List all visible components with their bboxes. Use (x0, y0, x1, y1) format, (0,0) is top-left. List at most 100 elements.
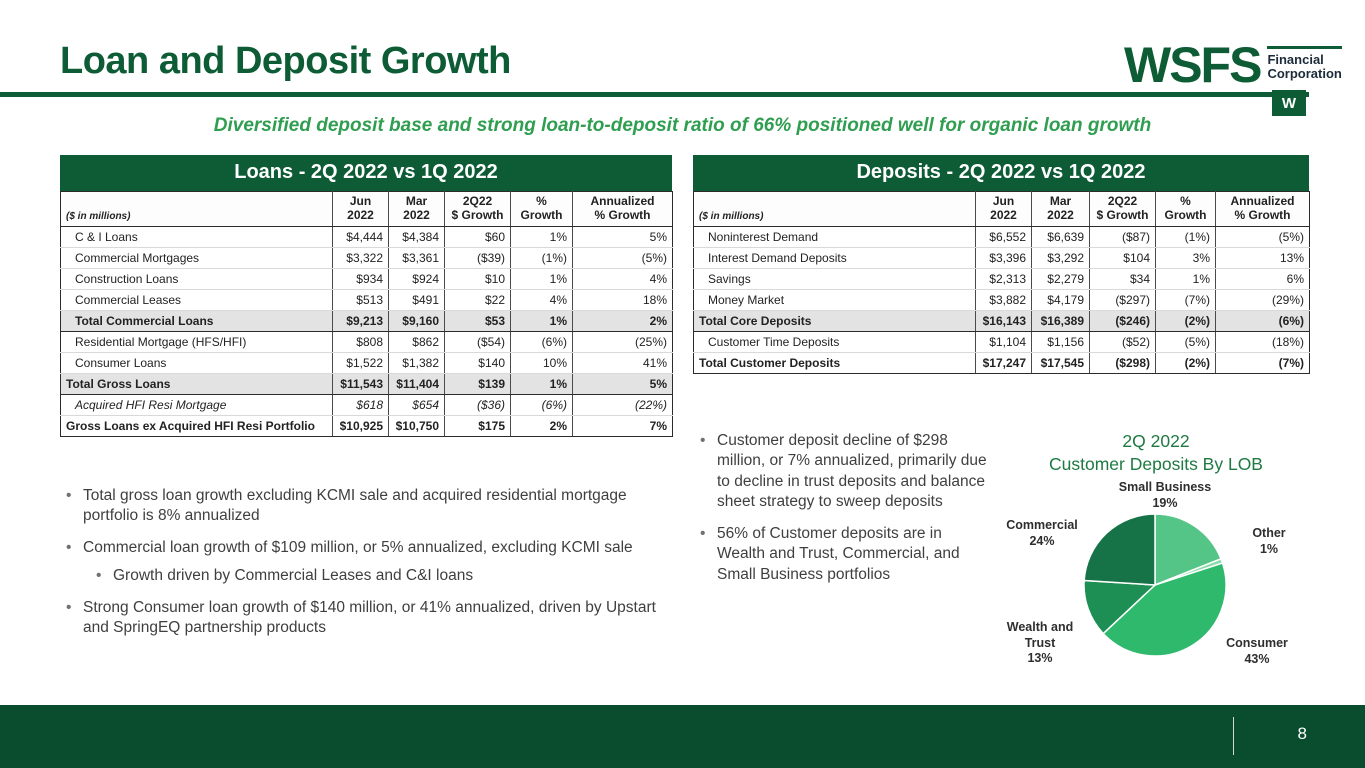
cell-value: (1%) (510, 247, 573, 269)
cell-value: 1% (510, 309, 573, 332)
bullet-text: Customer deposit decline of $298 million… (717, 432, 987, 511)
cell-value: $618 (332, 394, 389, 416)
cell-value: $140 (444, 352, 511, 374)
cell-value: 4% (510, 289, 573, 311)
cell-value: ($87) (1089, 226, 1156, 248)
row-label: Total Commercial Loans (60, 309, 333, 332)
bullet-marker: • (66, 487, 72, 504)
title-divider (0, 92, 1309, 97)
row-label: Savings (693, 268, 976, 290)
cell-value: $11,543 (332, 372, 389, 395)
logo-text-financial: Financial (1267, 52, 1324, 67)
cell-value: $2,279 (1031, 268, 1090, 290)
column-header: 2Q22 $ Growth (444, 191, 511, 227)
cell-value: $4,179 (1031, 289, 1090, 311)
loans-table-section: Loans - 2Q 2022 vs 1Q 2022 ($ in million… (60, 155, 673, 437)
cell-value: $491 (388, 289, 445, 311)
row-label: Consumer Loans (60, 352, 333, 374)
bullet-item: • Total gross loan growth excluding KCMI … (66, 486, 666, 527)
cell-value: (6%) (510, 394, 573, 416)
cell-value: ($39) (444, 247, 511, 269)
cell-value: (7%) (1215, 351, 1310, 374)
pie-slice-wealth-and-trust (1083, 579, 1156, 635)
loans-table: ($ in millions) Jun 2022 Mar 2022 2Q22 $ Growt… (60, 191, 673, 437)
logo-wordmark: WSFS (1124, 37, 1262, 93)
cell-value: $11,404 (388, 372, 445, 395)
row-label: Customer Time Deposits (693, 331, 976, 353)
cell-value: ($246) (1089, 309, 1156, 332)
logo-text-corporation: Corporation (1267, 66, 1342, 82)
table-row: Construction Loans $934 $924 $10 1% 4% (60, 268, 673, 290)
cell-value: $808 (332, 331, 389, 353)
cell-value: (18%) (1215, 331, 1310, 353)
cell-value: $513 (332, 289, 389, 311)
pie-label-wealth-and-trust: Wealth and Trust 13% (1002, 620, 1078, 667)
pie-label-consumer: Consumer 43% (1216, 636, 1298, 667)
cell-value: 1% (1155, 268, 1216, 290)
row-label: Noninterest Demand (693, 226, 976, 248)
cell-value: $53 (444, 309, 511, 332)
column-header: Mar 2022 (1031, 191, 1090, 227)
bullet-text: Growth driven by Commercial Leases and C… (113, 567, 474, 585)
cell-value: $17,247 (975, 351, 1032, 374)
column-header: Jun 2022 (332, 191, 389, 227)
table-row: Gross Loans ex Acquired HFI Resi Portfol… (60, 414, 673, 437)
cell-value: $9,160 (388, 309, 445, 332)
bullet-item: • Customer deposit decline of $298 millio… (700, 431, 992, 513)
cell-value: (7%) (1155, 289, 1216, 311)
column-header: % Growth (510, 191, 573, 227)
table-row: Consumer Loans $1,522 $1,382 $140 10% 41% (60, 352, 673, 374)
logo-w-mark: W (1272, 90, 1306, 116)
loans-table-title: Loans - 2Q 2022 vs 1Q 2022 (60, 155, 672, 191)
row-label: Gross Loans ex Acquired HFI Resi Portfol… (60, 414, 333, 437)
table-row: Interest Demand Deposits $3,396 $3,292 $104… (693, 247, 1310, 269)
row-label: Residential Mortgage (HFS/HFI) (60, 331, 333, 353)
table-row: Customer Time Deposits $1,104 $1,156 ($52)(… (693, 331, 1310, 353)
table-row: Total Commercial Loans $9,213 $9,160 $53 1% 2… (60, 309, 673, 332)
pie-slice-consumer (1102, 562, 1227, 657)
pie-label-value: 19% (1152, 495, 1178, 510)
cell-value: $139 (444, 372, 511, 395)
cell-value: (6%) (1215, 309, 1310, 332)
cell-value: $654 (388, 394, 445, 416)
cell-value: $1,382 (388, 352, 445, 374)
pie-label-other: Other 1% (1238, 526, 1300, 557)
bullet-text: Strong Consumer loan growth of $140 mill… (83, 598, 656, 637)
cell-value: 4% (572, 268, 673, 290)
unit-note: ($ in millions) (60, 191, 333, 227)
cell-value: 1% (510, 226, 573, 248)
page-title: Loan and Deposit Growth (60, 40, 511, 82)
cell-value: $175 (444, 414, 511, 437)
cell-value: $3,292 (1031, 247, 1090, 269)
cell-value: $34 (1089, 268, 1156, 290)
row-label: Interest Demand Deposits (693, 247, 976, 269)
cell-value: $22 (444, 289, 511, 311)
column-header: % Growth (1155, 191, 1216, 227)
column-header: Annualized% Growth (572, 191, 673, 227)
cell-value: $2,313 (975, 268, 1032, 290)
cell-value: 18% (572, 289, 673, 311)
header-row: ($ in millions) Jun 2022 Mar 2022 2Q22 $ Growt… (693, 191, 1310, 227)
bullet-marker: • (700, 524, 706, 542)
deposit-highlights: • Customer deposit decline of $298 millio… (700, 431, 992, 596)
chart-subtitle: Customer Deposits By LOB (1049, 453, 1263, 474)
cell-value: ($36) (444, 394, 511, 416)
cell-value: 41% (572, 352, 673, 374)
cell-value: (5%) (1215, 226, 1310, 248)
pie-label-text: Wealth and Trust (1006, 620, 1074, 650)
row-label: Acquired HFI Resi Mortgage (60, 394, 333, 416)
cell-value: $6,552 (975, 226, 1032, 248)
cell-value: $104 (1089, 247, 1156, 269)
cell-value: ($297) (1089, 289, 1156, 311)
footer-bar: 8 (0, 705, 1365, 768)
pie-slice-commercial (1083, 513, 1156, 586)
cell-value: 2% (510, 414, 573, 437)
cell-value: $3,396 (975, 247, 1032, 269)
chart-title-block: 2Q 2022 Customer Deposits By LOB (1000, 430, 1312, 476)
cell-value: 1% (510, 372, 573, 395)
table-row: Acquired HFI Resi Mortgage $618 $654 ($36)(… (60, 394, 673, 416)
cell-value: 5% (572, 226, 673, 248)
cell-value: 6% (1215, 268, 1310, 290)
logo-text: Financial Corporation (1267, 46, 1342, 82)
